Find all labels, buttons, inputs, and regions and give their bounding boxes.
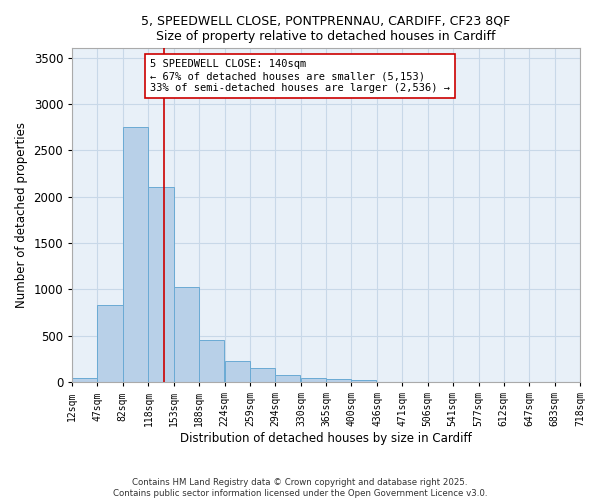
Text: Contains HM Land Registry data © Crown copyright and database right 2025.
Contai: Contains HM Land Registry data © Crown c… [113,478,487,498]
Bar [250,368,275,382]
Bar [199,340,224,382]
Bar [122,127,148,382]
X-axis label: Distribution of detached houses by size in Cardiff: Distribution of detached houses by size … [180,432,472,445]
Bar [275,374,300,382]
Bar [301,378,326,382]
Bar [72,378,97,382]
Y-axis label: Number of detached properties: Number of detached properties [15,122,28,308]
Bar [326,379,351,382]
Bar [224,361,250,382]
Bar [97,305,122,382]
Bar [173,286,199,382]
Bar [351,380,376,382]
Text: 5 SPEEDWELL CLOSE: 140sqm
← 67% of detached houses are smaller (5,153)
33% of se: 5 SPEEDWELL CLOSE: 140sqm ← 67% of detac… [150,60,450,92]
Title: 5, SPEEDWELL CLOSE, PONTPRENNAU, CARDIFF, CF23 8QF
Size of property relative to : 5, SPEEDWELL CLOSE, PONTPRENNAU, CARDIFF… [142,15,511,43]
Bar [148,188,173,382]
